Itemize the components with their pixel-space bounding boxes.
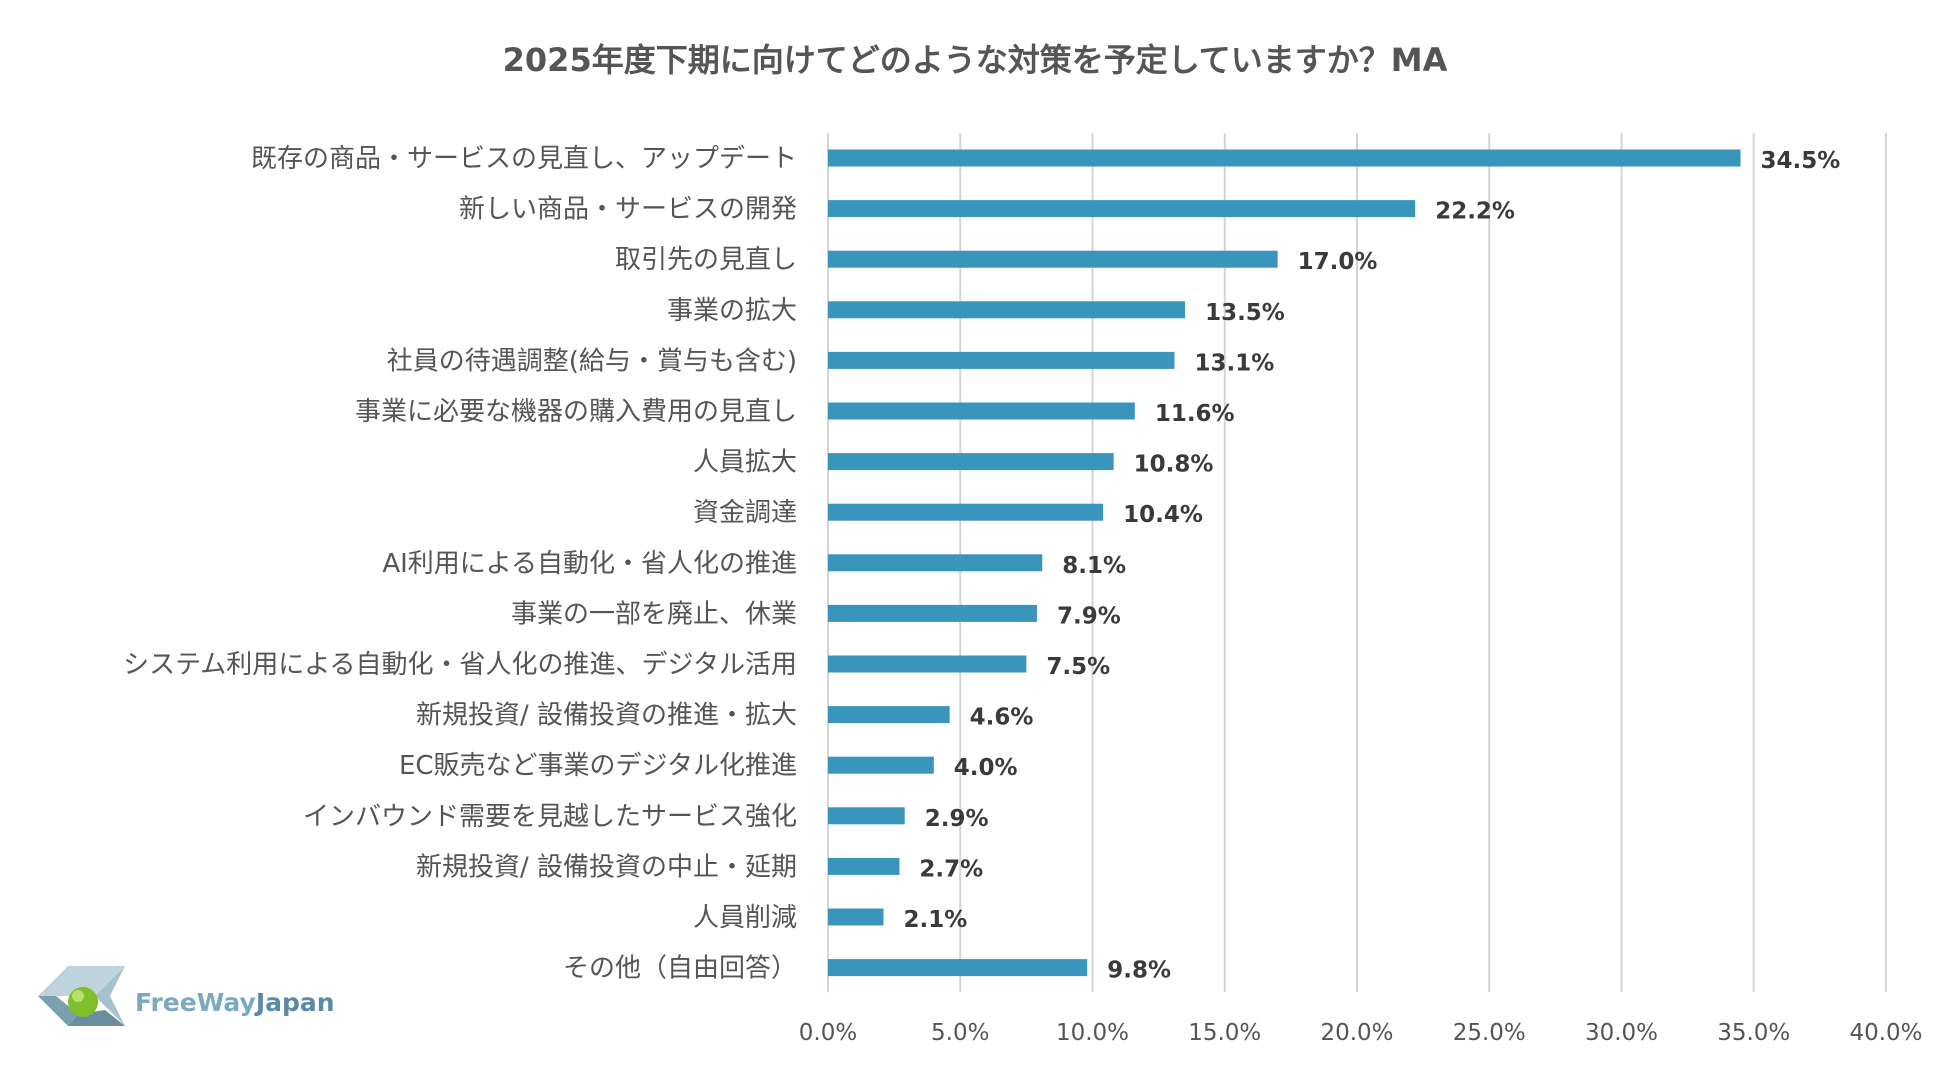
x-tick-label: 25.0% (1453, 1020, 1526, 1046)
data-label: 34.5% (1761, 148, 1841, 174)
bar (828, 655, 1027, 673)
logo-mark-left (38, 996, 78, 1026)
bar (828, 453, 1114, 471)
category-label: 資金調達 (693, 498, 797, 528)
category-label: AI利用による自動化・省人化の推進 (382, 549, 797, 579)
x-tick-label: 35.0% (1717, 1020, 1790, 1046)
category-label: 社員の待遇調整(給与・賞与も含む) (387, 346, 797, 376)
category-label: 人員削減 (693, 903, 797, 933)
category-label: 既存の商品・サービスの見直し、アップデート (251, 144, 797, 174)
bar (828, 200, 1416, 218)
logo-text: FreeWayJapan (135, 988, 335, 1017)
data-label: 8.1% (1062, 553, 1126, 579)
category-label: 事業の一部を廃止、休業 (511, 599, 797, 629)
data-label: 10.4% (1123, 502, 1203, 528)
x-tick-label: 20.0% (1320, 1020, 1393, 1046)
chart-title: 2025年度下期に向けてどのような対策を予定していますか？MA (503, 41, 1448, 79)
bar (828, 807, 905, 825)
bars (828, 149, 1741, 977)
value-labels: 34.5% 22.2% 17.0% 13.5% 13.1% 11.6% 10.8% 10.4%… (904, 148, 1841, 984)
freewayjapan-logo: FreeWayJapan (38, 966, 335, 1026)
logo-mark-globe-highlight (72, 990, 84, 1002)
data-label: 13.1% (1194, 350, 1274, 376)
bar (828, 351, 1175, 369)
bar (828, 706, 950, 724)
x-axis-tick-labels: 0.0% 5.0% 10.0% 15.0% 20.0% 25.0% 30.0% 35.0% 40… (799, 1020, 1923, 1046)
logo-mark-right (95, 966, 125, 1026)
x-tick-label: 5.0% (931, 1020, 989, 1046)
bar (828, 301, 1186, 319)
x-tick-label: 30.0% (1585, 1020, 1658, 1046)
category-label: 新規投資/ 設備投資の中止・延期 (416, 852, 797, 882)
bar (828, 402, 1135, 420)
category-label: 取引先の見直し (615, 245, 797, 275)
data-label: 4.6% (970, 705, 1034, 731)
category-label: 新しい商品・サービスの開発 (459, 195, 797, 225)
x-tick-label: 15.0% (1188, 1020, 1261, 1046)
x-tick-label: 40.0% (1849, 1020, 1922, 1046)
category-label: その他（自由回答） (563, 954, 797, 984)
category-label: 事業に必要な機器の購入費用の見直し (355, 397, 797, 427)
bar (828, 604, 1037, 622)
category-label: 人員拡大 (693, 448, 797, 478)
x-tick-label: 10.0% (1056, 1020, 1129, 1046)
logo-mark-globe (68, 987, 98, 1017)
bar (828, 857, 900, 875)
logo-text-free: FreeWay (135, 988, 256, 1017)
category-label: 事業の拡大 (667, 296, 797, 326)
category-label: 新規投資/ 設備投資の推進・拡大 (416, 701, 797, 731)
bar (828, 250, 1278, 268)
data-label: 11.6% (1155, 401, 1235, 427)
x-tick-label: 0.0% (799, 1020, 857, 1046)
category-label: インバウンド需要を見越したサービス強化 (303, 802, 797, 832)
data-label: 13.5% (1205, 300, 1285, 326)
bar (828, 503, 1104, 521)
bar (828, 756, 934, 774)
data-label: 10.8% (1134, 452, 1214, 478)
data-label: 4.0% (954, 755, 1018, 781)
category-label: システム利用による自動化・省人化の推進、デジタル活用 (123, 650, 797, 680)
data-label: 9.8% (1107, 958, 1171, 984)
category-labels: 既存の商品・サービスの見直し、アップデート新しい商品・サービスの開発取引先の見直… (123, 144, 797, 984)
data-label: 7.9% (1057, 603, 1121, 629)
data-label: 22.2% (1435, 199, 1515, 225)
bar (828, 959, 1088, 977)
category-label: EC販売など事業のデジタル化推進 (399, 751, 797, 781)
grid-lines (827, 133, 1887, 992)
bar (828, 908, 884, 926)
data-label: 2.7% (919, 856, 983, 882)
data-label: 2.1% (904, 907, 968, 933)
data-label: 7.5% (1046, 654, 1110, 680)
data-label: 17.0% (1298, 249, 1378, 275)
bar (828, 554, 1043, 572)
logo-mark-top (38, 966, 125, 996)
logo-text-japan: Japan (254, 988, 335, 1017)
data-label: 2.9% (925, 806, 989, 832)
bar (828, 149, 1741, 167)
